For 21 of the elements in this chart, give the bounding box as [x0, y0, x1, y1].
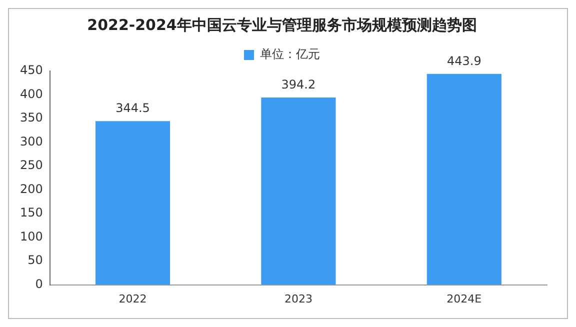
y-tick-label: 300: [20, 134, 43, 148]
legend-label: 单位：亿元: [260, 47, 320, 62]
y-tick-label: 150: [20, 206, 43, 220]
y-tick-label: 400: [20, 86, 43, 101]
bar: [95, 121, 170, 285]
data-label: 344.5: [116, 101, 150, 116]
x-tick-label: 2022: [118, 292, 147, 306]
y-tick-label: 0: [35, 276, 43, 291]
data-label: 443.9: [446, 54, 482, 68]
x-tick-label: 2023: [284, 292, 312, 306]
data-label: 394.2: [281, 78, 316, 92]
y-tick-label: 350: [20, 110, 43, 125]
y-tick-label: 50: [28, 253, 43, 268]
y-tick-label: 250: [20, 158, 43, 172]
chart-title: 2022-2024年中国云专业与管理服务市场规模预测趋势图: [87, 16, 477, 34]
bar: [426, 74, 502, 285]
y-tick-label: 200: [20, 182, 43, 196]
x-tick-label: 2024E: [446, 292, 482, 306]
y-tick-label: 100: [20, 229, 43, 244]
y-tick-label: 450: [20, 63, 43, 78]
bar: [261, 98, 336, 285]
